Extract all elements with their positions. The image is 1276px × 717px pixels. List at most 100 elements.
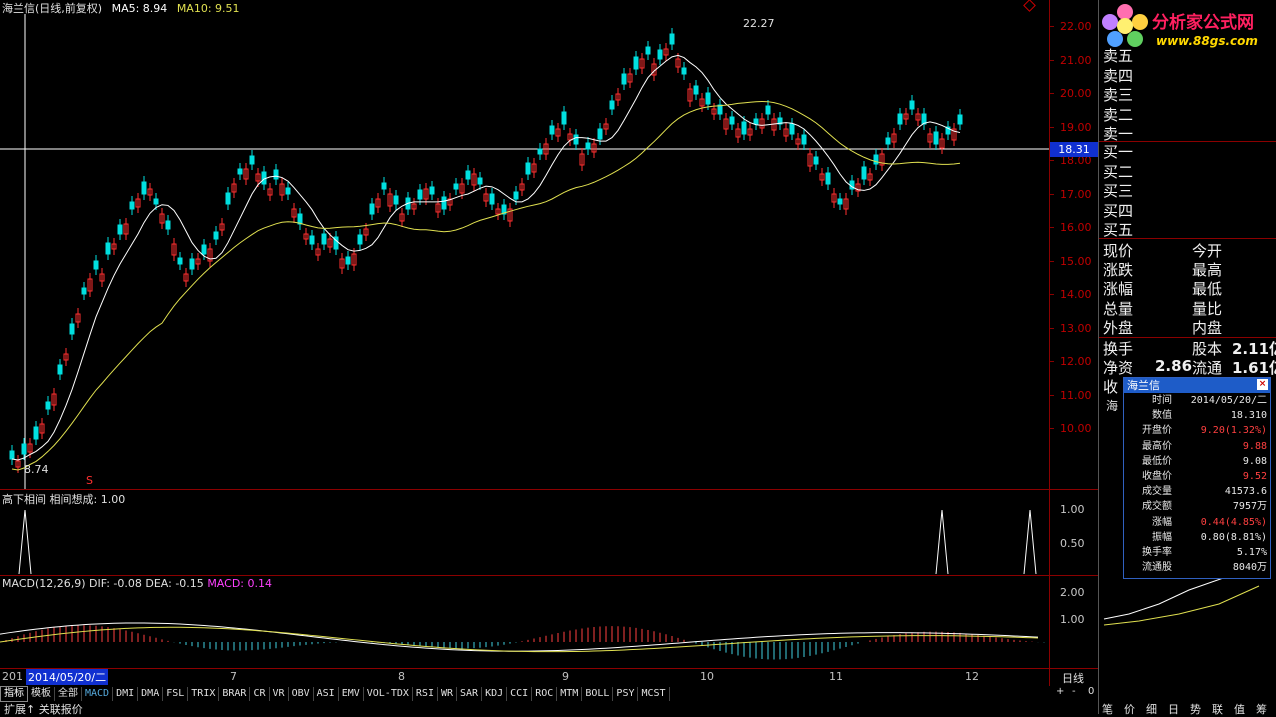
sell-level[interactable]: 卖二 [1103,105,1134,124]
close-icon[interactable]: × [1257,379,1268,390]
ma10-line [11,100,961,471]
panel-divider [1098,0,1099,714]
tooltip-row: 收盘价 9.52 [1124,469,1270,484]
tab-trix[interactable]: TRIX [188,687,220,701]
zoom-in-button[interactable]: + [1056,686,1065,697]
quote-value-left: 2.86 [1155,357,1193,376]
zoom-out-button[interactable]: - [1072,686,1076,697]
tab-emv[interactable]: EMV [339,687,364,701]
diamond-icon[interactable] [1023,0,1036,12]
divider-ind1 [0,575,1098,576]
tab-rsi[interactable]: RSI [413,687,438,701]
view-tab[interactable]: 筹 [1256,703,1267,716]
view-tab[interactable]: 笔 [1102,703,1113,716]
view-tab[interactable]: 联 [1212,703,1223,716]
indicator1-chart[interactable] [0,490,1050,575]
candle-body [423,188,429,200]
candle-body [777,117,783,125]
tab-asi[interactable]: ASI [314,687,339,701]
price-tick: 17.00 [1060,187,1092,201]
candle-body [291,208,297,218]
candle-body [327,238,333,248]
candlestick-chart[interactable] [0,14,1050,490]
tab-psy[interactable]: PSY [613,687,639,701]
candle-body [939,138,945,149]
candle-body [609,100,615,110]
candle-body [729,116,735,125]
tooltip-key: 涨幅 [1152,516,1172,528]
quote-label-left: 总量 [1103,299,1134,318]
tab-mcst[interactable]: MCST [638,687,670,701]
candle-body [633,56,639,70]
quote-label-left: 现价 [1103,242,1134,260]
candle-body [897,113,903,125]
tab-kdj[interactable]: KDJ [482,687,508,701]
bottom-links[interactable]: 扩展↑ 关联报价 [4,703,83,716]
tab-cci[interactable]: CCI [507,687,533,701]
candle-body [789,123,795,135]
candle-body [879,153,885,166]
candle-body [723,118,729,130]
view-tab[interactable]: 值 [1234,703,1245,716]
chart-header: 海兰信(日线,前复权) MA5: 8.94 MA10: 9.51 [2,0,246,15]
view-tab[interactable]: 日 [1168,703,1179,716]
sell-level[interactable]: 卖四 [1103,66,1134,85]
candle-body [549,125,555,135]
tooltip-row: 最高价 9.88 [1124,439,1270,454]
tab-dma[interactable]: DMA [138,687,164,701]
tooltip-key: 最高价 [1142,440,1172,452]
sell-level[interactable]: 卖五 [1103,47,1134,65]
quote-row: 涨跌 最高 [1103,259,1222,280]
tab-指标[interactable]: 指标 [0,686,28,702]
low-label: 8.74 [24,463,49,476]
period-label[interactable]: 日线 [1062,672,1084,685]
tooltip-title-bar[interactable]: 海兰信 × [1124,378,1270,393]
sell-level[interactable]: 卖三 [1103,86,1134,104]
tab-boll[interactable]: BOLL [582,687,614,701]
candle-body [9,450,15,460]
view-tab[interactable]: 细 [1146,703,1157,716]
macd-chart[interactable] [0,576,1050,668]
price-tick-mark [1050,160,1054,161]
quote-row: 换手 股本 2.11亿 [1103,338,1276,359]
candle-body [873,154,879,165]
candle-body [321,233,327,245]
tab-mtm[interactable]: MTM [557,687,583,701]
price-tick-mark [1050,93,1054,94]
quote-label-left: 换手 [1103,340,1134,358]
candle-body [801,134,807,145]
tooltip-rows: 时间 2014/05/20/二 数值 18.310 开盘价 9.20(1.32%) 最高价 9… [1124,393,1270,575]
tab-sar[interactable]: SAR [457,687,483,701]
tooltip-row: 最低价 9.08 [1124,454,1270,469]
tooltip-value: 41573.6 [1224,486,1267,498]
mini-chart[interactable] [1099,576,1276,668]
zoom-reset-button[interactable]: 0 [1088,686,1095,697]
buy-level[interactable]: 买三 [1103,182,1134,200]
tooltip-value: 9.08 [1242,455,1267,467]
tab-obv[interactable]: OBV [289,687,314,701]
ind1-tick-2: 0.50 [1060,537,1085,550]
tab-vol-tdx[interactable]: VOL-TDX [364,687,413,701]
tab-brar[interactable]: BRAR [219,687,251,701]
sell-level[interactable]: 卖一 [1103,125,1134,143]
tab-fsl[interactable]: FSL [163,687,189,701]
quote-divider [1099,238,1276,239]
buy-level[interactable]: 买二 [1103,162,1134,181]
buy-level[interactable]: 买四 [1103,201,1134,220]
tab-dmi[interactable]: DMI [113,687,139,701]
tab-全部[interactable]: 全部 [55,687,82,701]
tab-模板[interactable]: 模板 [28,687,55,701]
tooltip-key: 流通股 [1142,562,1172,574]
tab-roc[interactable]: ROC [532,687,558,701]
view-tab[interactable]: 势 [1190,703,1201,716]
buy-level[interactable]: 买五 [1103,221,1134,239]
view-tab[interactable]: 价 [1124,703,1135,716]
tab-cr[interactable]: CR [250,687,270,701]
tab-macd[interactable]: MACD [82,687,114,701]
buy-level[interactable]: 买一 [1103,143,1134,161]
tab-vr[interactable]: VR [270,687,289,701]
data-tooltip-window[interactable]: 海兰信 × 时间 2014/05/20/二 数值 18.310 开盘价 9.20(1.32… [1123,377,1271,579]
quote-label-left: 涨跌 [1103,261,1134,280]
price-tick: 16.00 [1060,221,1092,234]
tab-wr[interactable]: WR [438,687,458,701]
